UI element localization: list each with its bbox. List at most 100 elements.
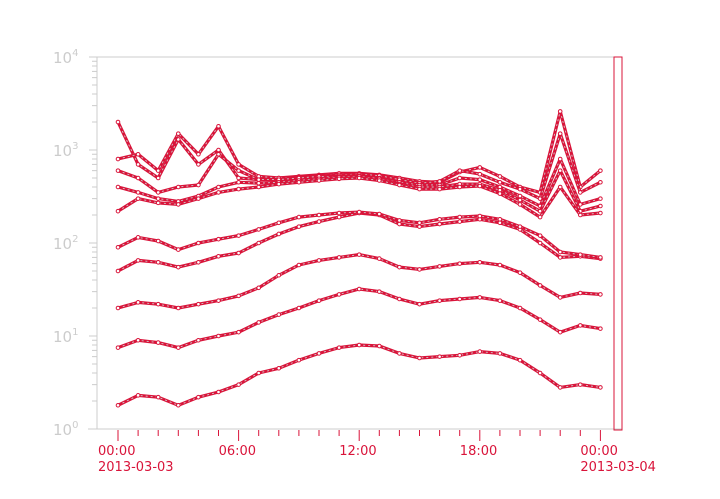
data-point xyxy=(216,184,221,190)
data-point xyxy=(437,186,442,192)
data-point xyxy=(477,177,483,182)
data-point xyxy=(135,300,141,305)
data-point xyxy=(256,227,262,232)
data-point xyxy=(517,224,523,229)
data-point xyxy=(296,214,302,220)
y-tick-exponent: 3 xyxy=(72,141,78,152)
data-point xyxy=(316,258,322,263)
data-point xyxy=(216,253,221,259)
data-point xyxy=(437,179,442,184)
data-point xyxy=(578,252,583,257)
data-point xyxy=(135,258,141,263)
data-point xyxy=(377,211,382,217)
data-point xyxy=(417,355,422,361)
data-point xyxy=(457,184,463,190)
data-point xyxy=(517,305,523,311)
y-tick-label: 104 xyxy=(53,48,78,67)
data-point xyxy=(598,196,603,201)
data-point xyxy=(236,329,241,335)
data-point xyxy=(296,305,302,311)
data-point xyxy=(477,165,483,170)
data-point xyxy=(497,179,503,185)
x-tick-time: 06:00 xyxy=(219,444,256,459)
data-point xyxy=(598,179,603,185)
data-point xyxy=(497,191,503,196)
data-point xyxy=(196,301,201,307)
data-point xyxy=(115,208,121,214)
data-point xyxy=(296,357,302,363)
data-point xyxy=(417,267,422,272)
y-tick-exponent: 1 xyxy=(72,327,78,338)
data-point xyxy=(196,240,201,246)
data-point xyxy=(377,343,382,349)
data-point xyxy=(316,212,322,218)
data-point xyxy=(377,178,382,183)
data-point xyxy=(236,382,241,387)
data-point xyxy=(196,260,201,265)
data-point xyxy=(155,301,161,307)
data-point xyxy=(477,183,483,189)
data-point xyxy=(155,168,161,173)
data-point xyxy=(296,262,302,268)
data-point xyxy=(477,349,483,354)
data-point xyxy=(196,162,201,167)
x-tick-time: 12:00 xyxy=(339,444,376,459)
data-point xyxy=(457,353,463,358)
data-point xyxy=(356,175,362,181)
series-line xyxy=(117,287,601,350)
data-point xyxy=(517,357,523,363)
data-point xyxy=(256,240,262,246)
data-point xyxy=(578,290,583,296)
data-point xyxy=(176,247,181,252)
data-point xyxy=(296,179,302,185)
data-point xyxy=(216,236,221,242)
data-point xyxy=(115,268,121,274)
data-point xyxy=(336,292,342,297)
data-point xyxy=(155,260,161,265)
data-point xyxy=(397,221,402,227)
data-point xyxy=(276,365,282,371)
data-point xyxy=(417,186,422,192)
data-point xyxy=(155,340,161,345)
data-point xyxy=(477,260,483,265)
data-point xyxy=(176,402,181,408)
data-point xyxy=(176,184,181,190)
y-tick-base: 10 xyxy=(53,142,72,160)
data-point xyxy=(497,298,503,303)
data-point xyxy=(537,240,543,246)
data-point xyxy=(316,178,322,183)
data-point xyxy=(437,264,442,269)
data-point xyxy=(196,182,201,188)
y-tick-label: 100 xyxy=(53,420,78,439)
data-point xyxy=(557,385,563,390)
data-point xyxy=(196,196,201,201)
data-point xyxy=(537,370,543,376)
series-marker-line xyxy=(117,212,601,272)
data-point xyxy=(115,168,121,173)
data-point xyxy=(537,233,543,238)
y-tick-label: 101 xyxy=(53,327,78,346)
data-point xyxy=(176,345,181,350)
data-point xyxy=(377,289,382,294)
data-point xyxy=(276,312,282,317)
data-point xyxy=(176,131,181,136)
data-point xyxy=(316,351,322,356)
data-point xyxy=(216,298,221,303)
data-point xyxy=(115,119,121,125)
data-point xyxy=(276,272,282,278)
data-point xyxy=(598,255,603,260)
y-tick-exponent: 0 xyxy=(72,420,78,431)
data-point xyxy=(497,216,503,222)
y-tick-label: 103 xyxy=(53,141,78,160)
data-point xyxy=(196,337,201,343)
data-point xyxy=(397,264,402,270)
series-line xyxy=(117,343,601,407)
data-point xyxy=(497,351,503,356)
data-point xyxy=(397,218,402,223)
y-tick-label: 102 xyxy=(53,234,78,253)
data-point xyxy=(196,394,201,400)
data-point xyxy=(135,190,141,195)
x-tick-time: 18:00 xyxy=(460,444,497,459)
data-point xyxy=(155,200,161,206)
